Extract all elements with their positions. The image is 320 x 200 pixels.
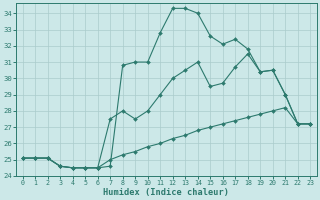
X-axis label: Humidex (Indice chaleur): Humidex (Indice chaleur) <box>103 188 229 197</box>
